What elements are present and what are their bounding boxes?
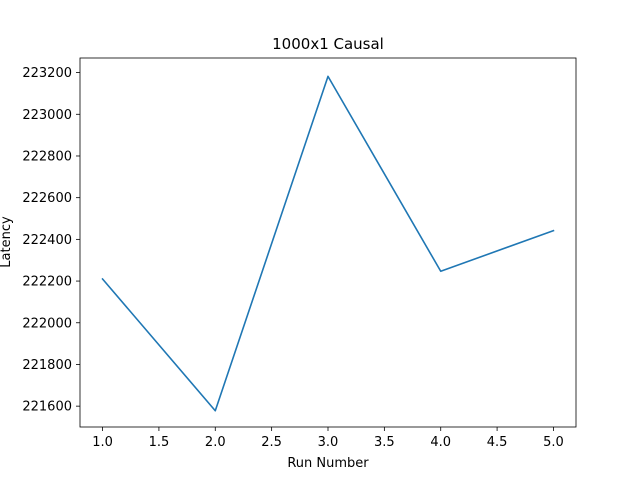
x-tick-label: 5.0 bbox=[543, 435, 564, 450]
y-tick-label: 222000 bbox=[22, 316, 72, 331]
x-tick-label: 3.0 bbox=[318, 435, 339, 450]
x-tick-label: 1.0 bbox=[92, 435, 113, 450]
x-tick-label: 1.5 bbox=[149, 435, 170, 450]
y-tick-label: 221600 bbox=[22, 400, 72, 415]
y-tick-label: 222400 bbox=[22, 233, 72, 248]
x-tick-label: 2.5 bbox=[261, 435, 282, 450]
y-axis-ticks: 221600 221800 222000 222200 222400 222600 2228… bbox=[22, 66, 80, 415]
x-tick-label: 2.0 bbox=[205, 435, 226, 450]
chart-title: 1000x1 Causal bbox=[272, 35, 384, 53]
y-tick-label: 221800 bbox=[22, 358, 72, 373]
x-tick-label: 4.0 bbox=[430, 435, 451, 450]
x-axis-title: Run Number bbox=[287, 456, 369, 471]
x-axis-ticks: 1.0 1.5 2.0 2.5 3.0 3.5 4.0 4.5 5.0 bbox=[92, 427, 564, 450]
x-tick-label: 4.5 bbox=[487, 435, 508, 450]
y-tick-label: 222600 bbox=[22, 191, 72, 206]
series-layer bbox=[101, 75, 555, 412]
y-tick-label: 223000 bbox=[22, 108, 72, 123]
y-tick-label: 223200 bbox=[22, 66, 72, 81]
x-tick-label: 3.5 bbox=[374, 435, 395, 450]
y-tick-label: 222200 bbox=[22, 275, 72, 290]
y-tick-label: 222800 bbox=[22, 149, 72, 164]
plot-frame bbox=[79, 57, 577, 428]
y-axis-title: Latency bbox=[0, 216, 14, 268]
